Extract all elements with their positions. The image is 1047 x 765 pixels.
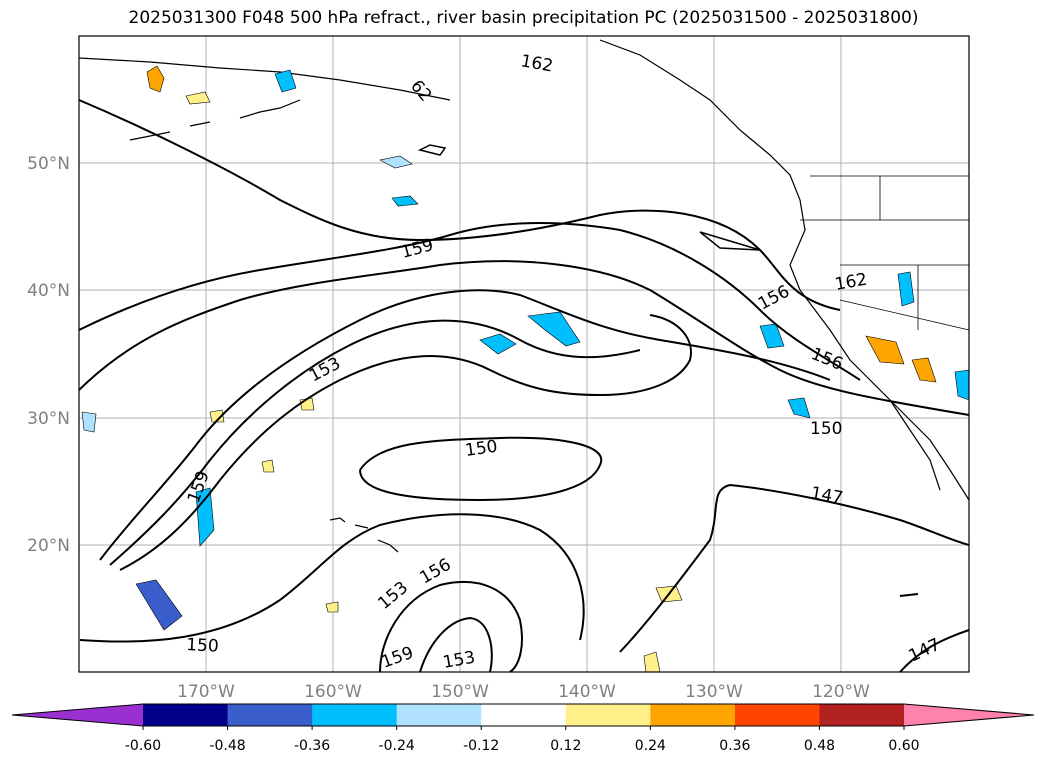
colorbar-segment <box>819 704 905 726</box>
contour-label: 150 <box>186 635 219 657</box>
colorbar-tick-label: 0.60 <box>888 738 919 754</box>
colorbar-tick-label: -0.36 <box>294 738 330 754</box>
anomaly-patches <box>81 65 970 673</box>
colorbar-tick-label: -0.60 <box>125 738 161 754</box>
contour-label: 150 <box>464 437 499 461</box>
lon-labels: 170°W 160°W 150°W 140°W 130°W 120°W <box>177 682 870 702</box>
contour-labels: 162 62 159 156 162 153 156 159 150 150 1… <box>184 51 944 673</box>
lat-label: 20°N <box>27 536 70 556</box>
colorbar: -0.60 -0.48 -0.36 -0.24 -0.12 0.12 0.24 0.36 0.4… <box>11 703 1035 754</box>
colorbar-tick-label: -0.48 <box>209 738 245 754</box>
colorbar-tick-label: 0.48 <box>804 738 835 754</box>
lon-label: 160°W <box>304 682 362 702</box>
colorbar-segment <box>312 704 398 726</box>
colorbar-extend-min <box>12 704 143 726</box>
colorbar-segment <box>396 704 482 726</box>
lon-label: 150°W <box>431 682 489 702</box>
colorbar-tick-label: -0.24 <box>379 738 415 754</box>
contour-label: 150 <box>810 419 842 439</box>
colorbar-segment <box>734 704 820 726</box>
colorbar-tick-label: 0.36 <box>719 738 750 754</box>
lon-label: 130°W <box>685 682 743 702</box>
lat-labels: 50°N 40°N 30°N 20°N <box>27 154 70 556</box>
colorbar-tick-label: -0.12 <box>463 738 499 754</box>
map-title: 2025031300 F048 500 hPa refract., river … <box>128 8 919 28</box>
coastlines <box>78 39 970 597</box>
lat-label: 50°N <box>27 154 70 174</box>
lon-label: 120°W <box>812 682 870 702</box>
lat-label: 30°N <box>27 409 70 429</box>
colorbar-segment <box>143 704 229 726</box>
lat-label: 40°N <box>27 281 70 301</box>
map-background <box>79 36 969 672</box>
colorbar-segment <box>565 704 651 726</box>
height-contours <box>78 99 970 673</box>
colorbar-extend-max <box>904 704 1034 726</box>
colorbar-segment <box>481 704 567 726</box>
colorbar-tick-label: 0.12 <box>550 738 581 754</box>
colorbar-segment <box>227 704 313 726</box>
lon-label: 170°W <box>177 682 235 702</box>
colorbar-tick-label: 0.24 <box>635 738 666 754</box>
lon-label: 140°W <box>558 682 616 702</box>
map-frame <box>78 35 970 673</box>
colorbar-segment <box>650 704 736 726</box>
